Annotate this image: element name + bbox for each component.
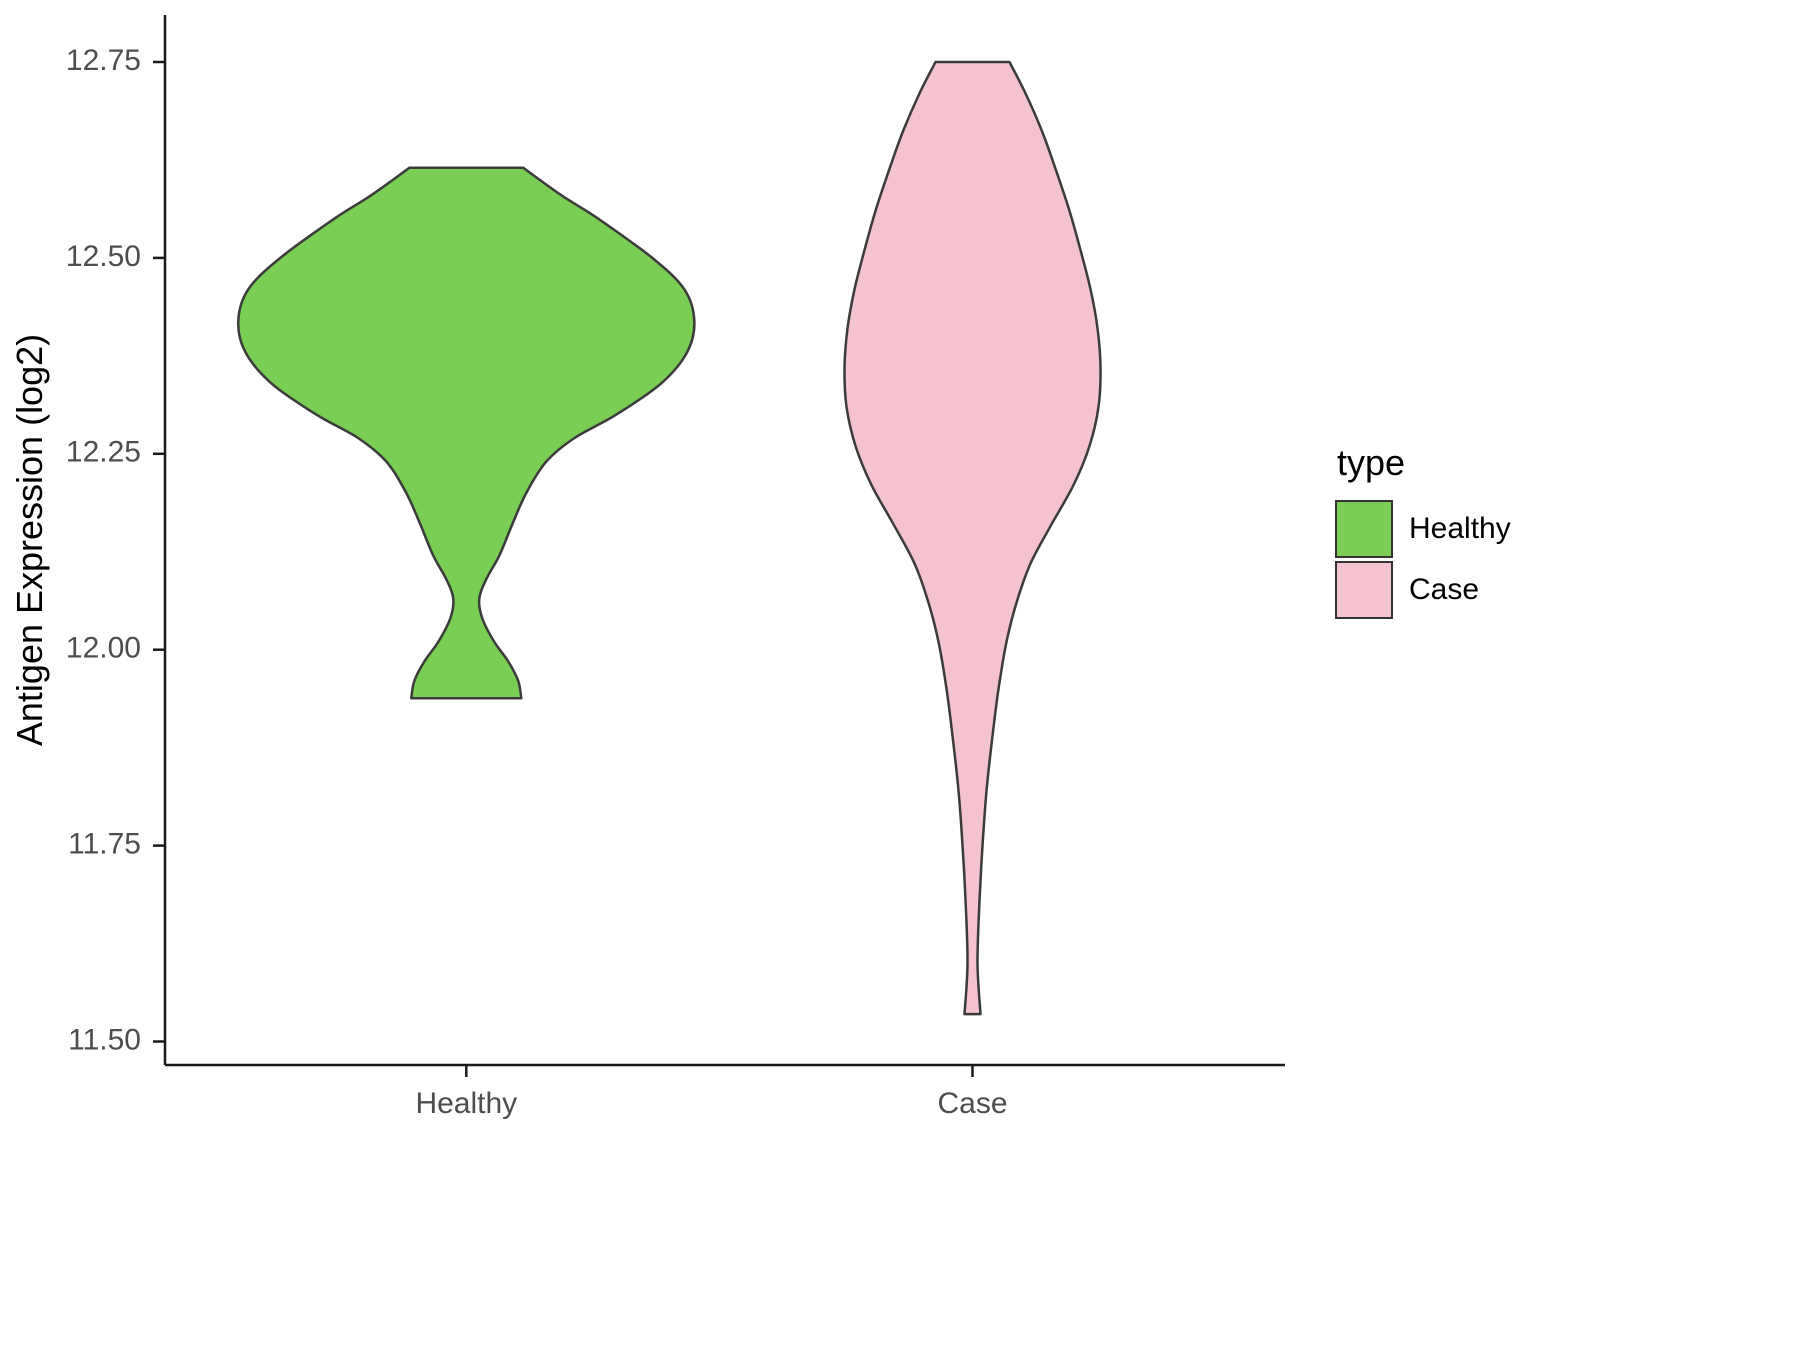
legend-label-healthy: Healthy xyxy=(1409,512,1511,545)
axes xyxy=(163,15,1285,1067)
y-tick-label: 12.00 xyxy=(66,632,141,665)
y-tick-label: 11.50 xyxy=(68,1023,141,1056)
legend-label-case: Case xyxy=(1409,573,1480,606)
y-axis-ticks: 11.50 11.75 12.00 12.25 12.50 12.75 xyxy=(66,44,165,1056)
legend-title: type xyxy=(1337,442,1406,483)
y-tick-label: 12.75 xyxy=(66,44,141,77)
violin-healthy xyxy=(236,166,696,700)
y-tick-label: 11.75 xyxy=(68,828,141,861)
y-tick-label: 12.50 xyxy=(66,240,141,273)
legend-entry-healthy: Healthy xyxy=(1335,500,1511,558)
violin-case xyxy=(843,60,1102,1016)
x-tick-label: Case xyxy=(937,1087,1007,1120)
legend-swatch-healthy xyxy=(1335,500,1393,558)
x-tick-label: Healthy xyxy=(415,1087,517,1120)
y-tick-label: 12.25 xyxy=(66,436,141,469)
y-axis-title: Antigen Expression (log2) xyxy=(9,334,50,746)
legend: type Healthy Case xyxy=(1335,442,1511,622)
x-axis-ticks: Healthy Case xyxy=(415,1065,1008,1120)
legend-swatch-case xyxy=(1335,561,1393,619)
legend-entry-case: Case xyxy=(1335,561,1511,619)
